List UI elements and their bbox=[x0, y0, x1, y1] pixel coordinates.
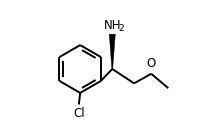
Polygon shape bbox=[109, 34, 115, 69]
Text: NH: NH bbox=[104, 19, 122, 32]
Text: 2: 2 bbox=[118, 24, 124, 33]
Text: O: O bbox=[147, 57, 156, 70]
Text: Cl: Cl bbox=[73, 107, 85, 120]
